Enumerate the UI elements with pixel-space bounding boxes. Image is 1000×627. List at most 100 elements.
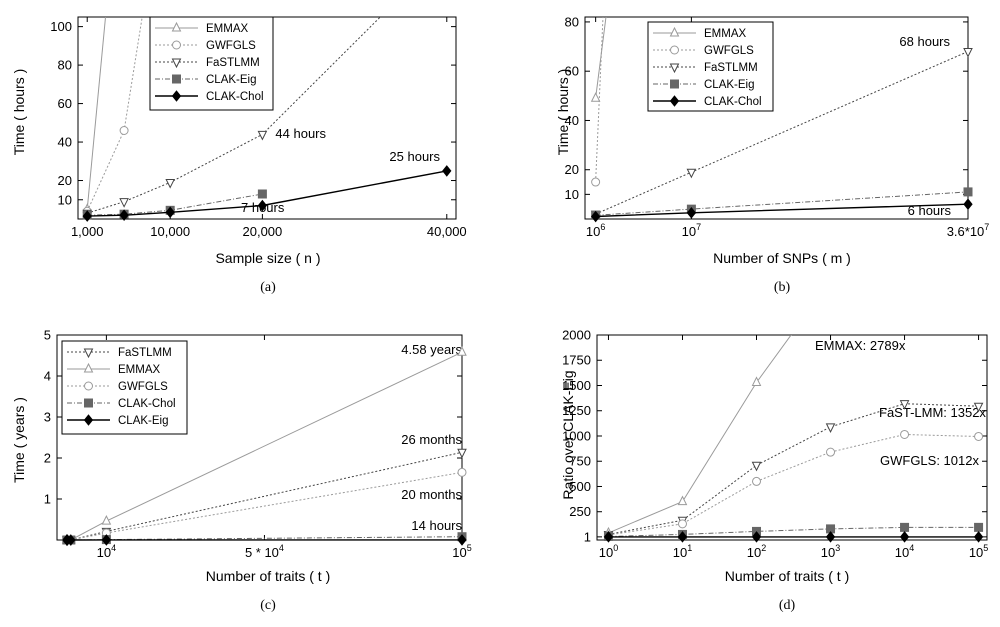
panel-b: Time ( hours ) Number of SNPs ( m ) (b) …: [555, 14, 989, 295]
tick-label: 750: [569, 454, 591, 469]
tick-label: 5 * 104: [245, 543, 284, 560]
legend-label: FaSTLMM: [206, 57, 260, 69]
tick-label: 10,000: [150, 224, 190, 239]
series-clak-chol-point: [257, 199, 268, 212]
series-layer: [82, 17, 452, 222]
series-line-gwfgls: [86, 17, 143, 212]
legend-label: EMMAX: [118, 364, 161, 376]
series-clak-eig-point: [457, 534, 467, 546]
caption: (d): [779, 598, 796, 613]
tick-label: 80: [565, 14, 579, 29]
series-clak-chol-point: [974, 522, 984, 532]
annotation: GWFGLS: 1012x: [880, 453, 979, 468]
legend-marker-point: [669, 63, 680, 74]
series-gwfgls-point: [900, 429, 910, 439]
ylabel: Ratio over CLAK-Eig: [560, 370, 576, 499]
legend-label: GWFGLS: [704, 45, 754, 57]
tick-label: 100: [50, 19, 72, 34]
series-emmax-point: [677, 495, 688, 506]
legend: EMMAX GWFGLS FaSTLMM CLAK-Eig CLAK-Chol: [149, 16, 274, 111]
series-clak-eig-point: [66, 534, 76, 546]
tick-label: 105: [969, 543, 988, 560]
panel-c: Time ( years ) Number of traits ( t ) (c…: [11, 328, 472, 614]
series-clak-chol-point: [590, 210, 601, 223]
series-line-gwfgls: [66, 471, 463, 541]
legend-box: [61, 340, 188, 435]
series-gwfgls-point: [826, 447, 836, 457]
series-clak-chol-point: [900, 522, 910, 532]
xlabel: Sample size ( n ): [215, 250, 320, 266]
tick-label: 1750: [562, 353, 591, 368]
series-emmax-point: [457, 346, 467, 356]
series-fast-lmm-point: [751, 461, 762, 472]
legend-label: CLAK-Chol: [206, 91, 264, 103]
series-clak-chol-point: [82, 210, 92, 222]
annotation: 14 hours: [411, 518, 462, 533]
series-clak-eig-point: [101, 534, 112, 546]
annotation: EMMAX: 2789x: [815, 338, 906, 353]
series-line-emmax: [86, 17, 107, 210]
tick-label: 10: [58, 192, 72, 207]
series-emmax-point: [590, 92, 601, 102]
series-layer: [603, 335, 984, 543]
series-fast-lmm-point: [825, 423, 836, 434]
series-line-gwfgls: [608, 433, 979, 536]
series-clak-chol-point: [686, 207, 697, 219]
series-line-fast-lmm: [608, 403, 979, 535]
annotation: 44 hours: [275, 126, 326, 141]
legend-label: GWFGLS: [206, 40, 256, 52]
series-clak-eig-point: [751, 531, 762, 543]
series-emmax-point: [751, 376, 762, 386]
annotation: 20 months: [401, 487, 462, 502]
tick-label: 107: [682, 222, 701, 239]
panel-a: Time ( hours ) Sample size ( n ) (a) 44 …: [11, 16, 467, 295]
series-clak-eig-point: [677, 531, 688, 543]
series-line-clak-chol: [608, 526, 979, 537]
annotation: 26 months: [401, 432, 462, 447]
tick-label: 1: [44, 492, 51, 507]
legend-label: FaSTLMM: [704, 62, 758, 74]
legend-label: EMMAX: [704, 28, 747, 40]
tick-label: 1: [584, 529, 591, 544]
tick-label: 40: [565, 113, 579, 128]
legend-marker-point: [83, 362, 94, 373]
series-gwfgls-point: [457, 467, 467, 477]
legend-label: GWFGLS: [118, 381, 168, 393]
legend-marker-point: [670, 79, 679, 89]
tick-label: 4: [44, 369, 51, 384]
tick-label: 60: [565, 64, 579, 79]
legend-marker-point: [669, 95, 680, 107]
series-fastlmm-point: [165, 178, 176, 189]
legend-marker-point: [171, 21, 182, 32]
series-fastlmm-point: [963, 47, 973, 58]
legend-marker-point: [172, 74, 181, 84]
series-fast-lmm-point: [973, 402, 984, 413]
xlabel: Number of SNPs ( m ): [713, 250, 851, 266]
legend-marker-point: [84, 381, 93, 391]
series-line-clak-eig: [87, 193, 263, 216]
legend-box: [647, 21, 774, 112]
tick-label: 1500: [562, 378, 591, 393]
tick-label: 20: [565, 162, 579, 177]
legend-box: [149, 16, 274, 111]
tick-label: 103: [821, 543, 840, 560]
legend-marker-point: [172, 40, 181, 50]
series-gwfgls-point: [119, 126, 129, 136]
tick-label: 101: [673, 543, 692, 560]
legend-label: FaSTLMM: [118, 347, 172, 359]
legend-label: CLAK-Chol: [704, 96, 762, 108]
series-clak-eig-point: [257, 189, 267, 199]
plot-frame: [584, 16, 969, 220]
legend-label: EMMAX: [206, 23, 249, 35]
tick-label: 1000: [562, 428, 591, 443]
tick-label: 5: [44, 328, 51, 343]
series-layer: [590, 17, 973, 223]
legend-label: CLAK-Eig: [118, 415, 169, 427]
tick-label: 80: [58, 58, 72, 73]
series-gwfgls-point: [752, 476, 762, 486]
annotation: 6 hours: [908, 203, 952, 218]
series-clak-eig-point: [973, 531, 984, 543]
series-clak-chol-point: [963, 198, 973, 211]
series-fastlmm-point: [119, 198, 129, 208]
